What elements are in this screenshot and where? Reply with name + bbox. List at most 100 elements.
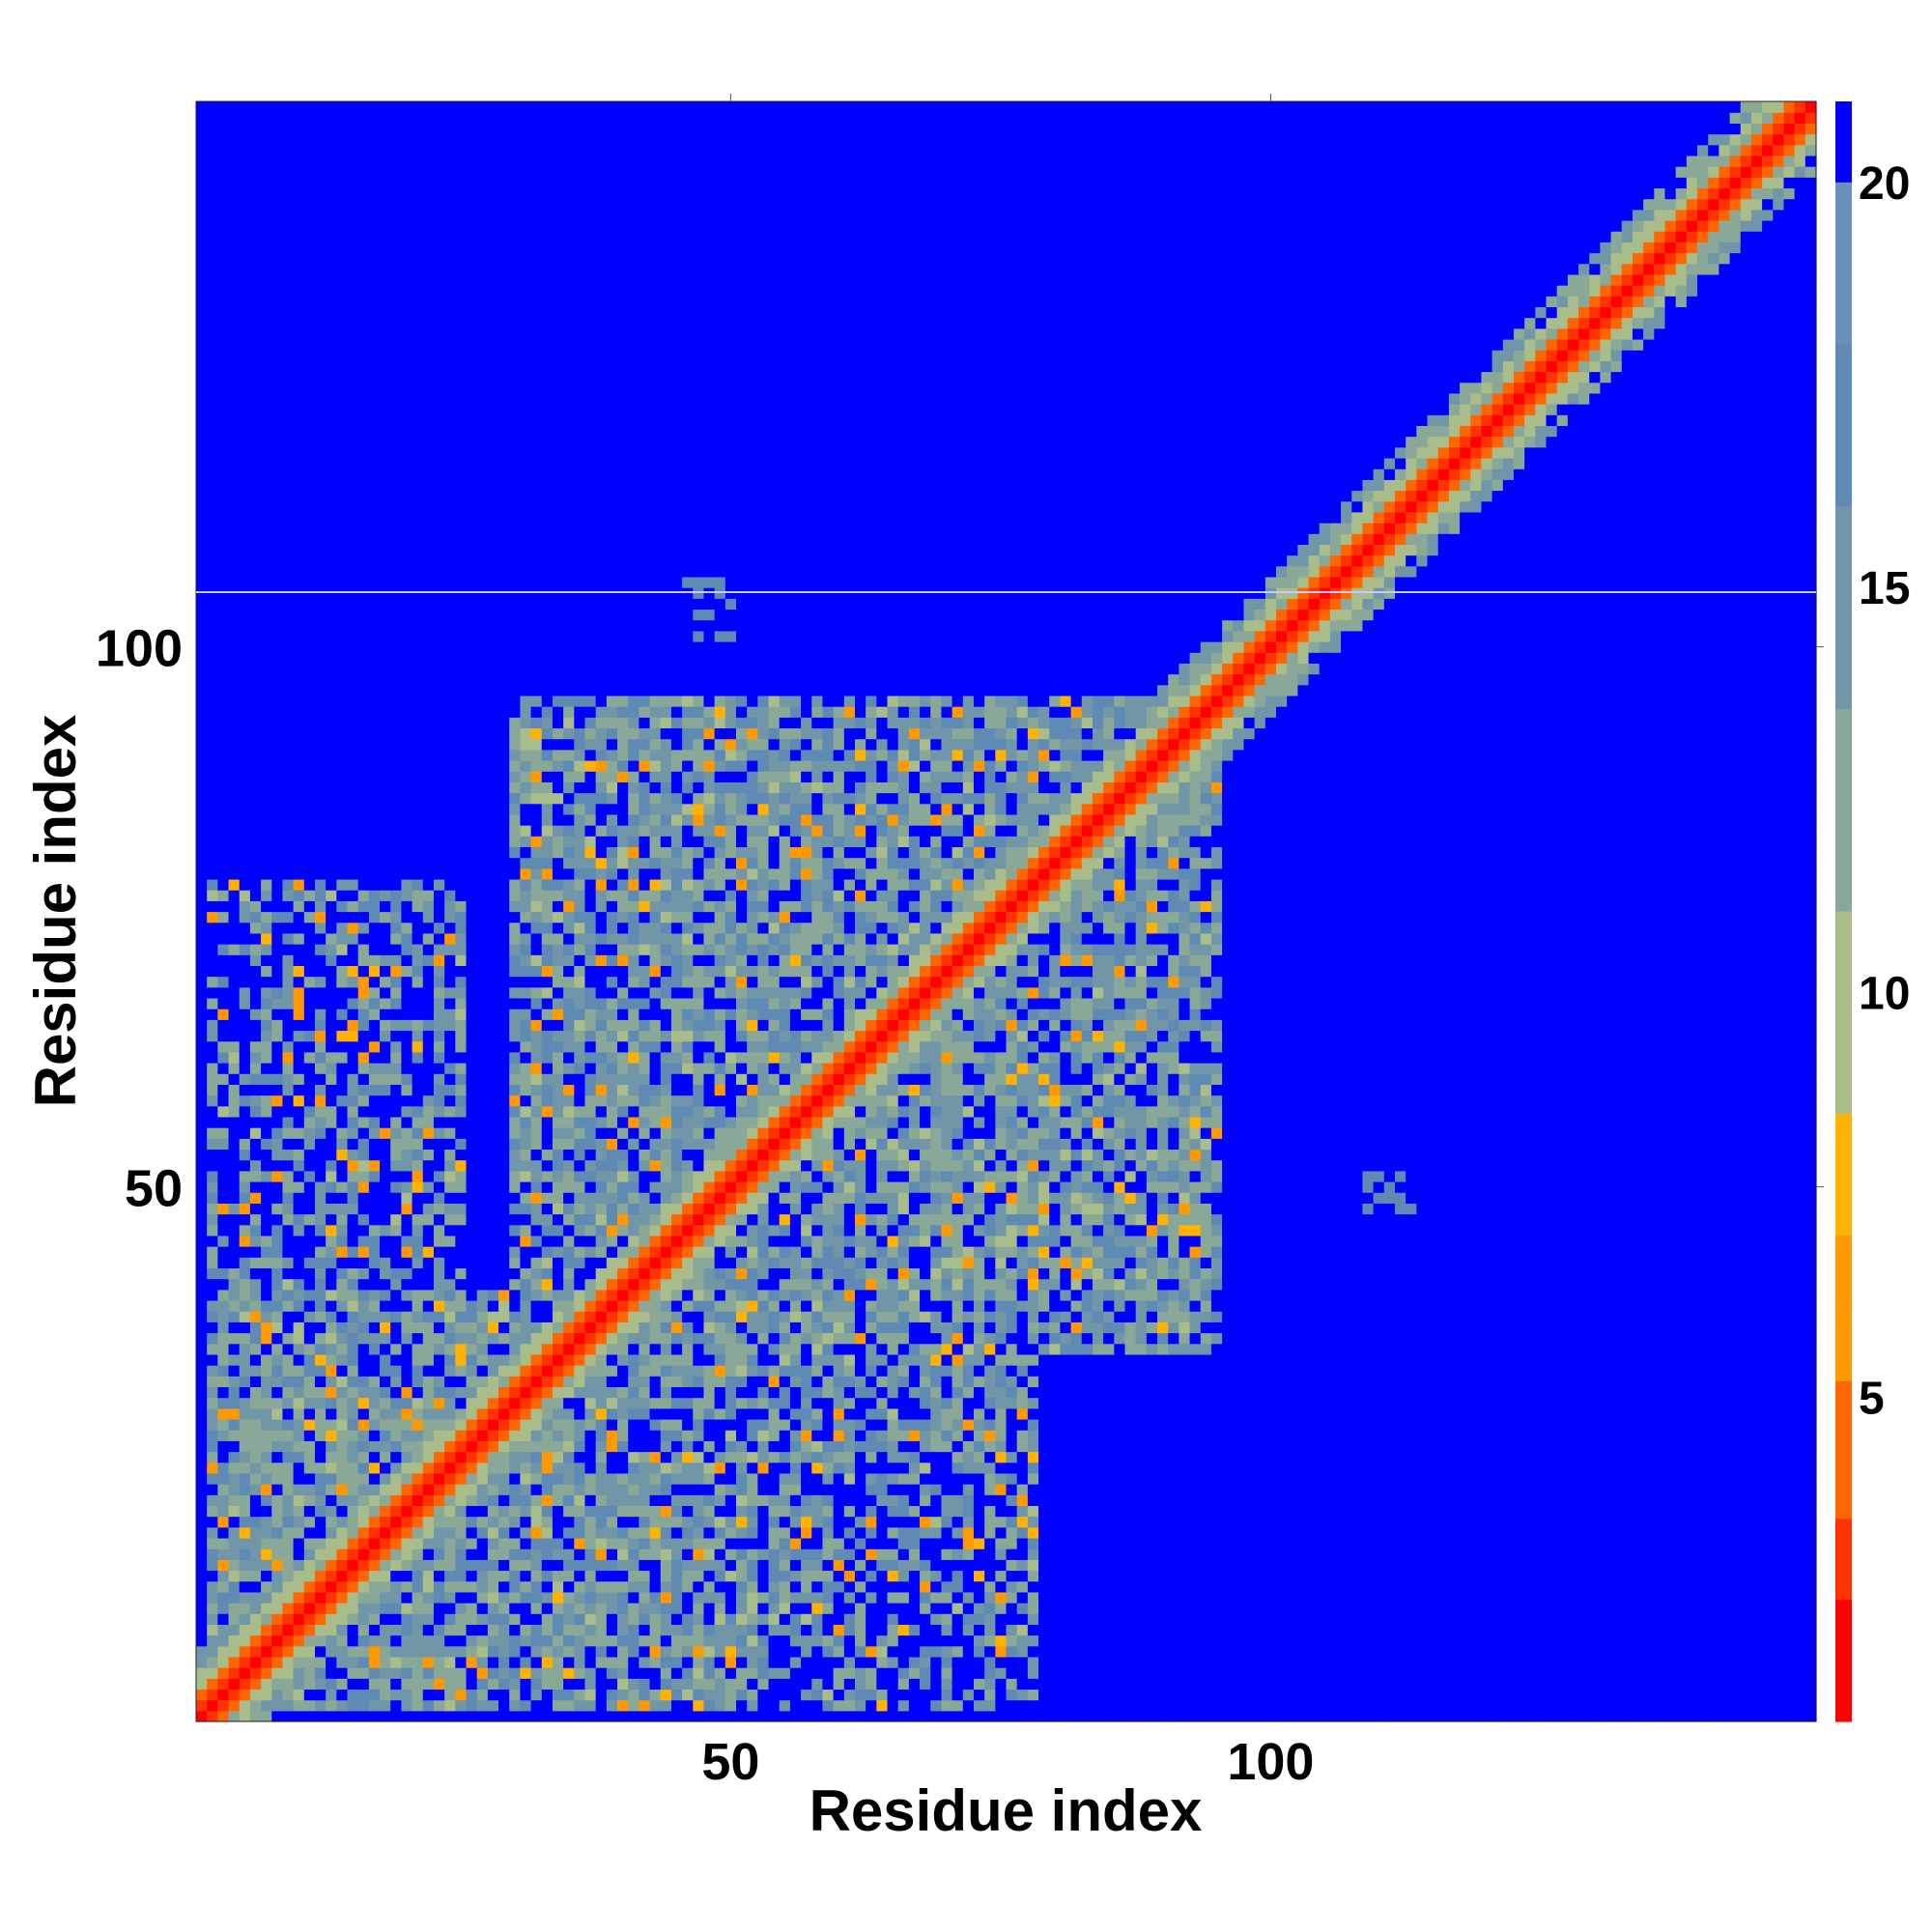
heatmap-cell xyxy=(1783,1418,1796,1431)
heatmap-cell xyxy=(897,1559,910,1572)
heatmap-cell xyxy=(1233,1591,1245,1604)
heatmap-cell xyxy=(887,1472,899,1485)
heatmap-cell xyxy=(1092,1376,1104,1388)
heatmap-cell xyxy=(995,1386,1008,1399)
heatmap-cell xyxy=(866,1407,877,1420)
heatmap-cell xyxy=(1264,1505,1277,1518)
heatmap-cell xyxy=(563,1472,575,1485)
heatmap-cell xyxy=(1750,1645,1763,1658)
heatmap-cell xyxy=(757,1462,770,1474)
heatmap-cell xyxy=(401,1710,413,1722)
heatmap-cell xyxy=(541,1494,554,1506)
heatmap-cell xyxy=(1060,1376,1072,1388)
heatmap-cell xyxy=(541,1451,554,1463)
heatmap-cell xyxy=(196,1484,208,1495)
heatmap-cell xyxy=(1513,1613,1525,1625)
heatmap-cell xyxy=(1773,1430,1785,1441)
heatmap-cell xyxy=(1210,1548,1223,1560)
heatmap-cell xyxy=(1146,1365,1158,1377)
heatmap-cell xyxy=(293,1603,305,1614)
heatmap-cell xyxy=(1427,1472,1439,1485)
heatmap-cell xyxy=(1513,1472,1525,1485)
heatmap-cell xyxy=(724,1407,737,1420)
heatmap-cell xyxy=(843,1407,856,1420)
heatmap-cell xyxy=(649,1537,662,1549)
heatmap-cell xyxy=(693,1537,705,1549)
heatmap-cell xyxy=(1416,1678,1429,1690)
heatmap-cell xyxy=(422,1505,435,1518)
heatmap-cell xyxy=(412,1678,424,1690)
heatmap-cell xyxy=(1210,1418,1223,1431)
heatmap-cell xyxy=(1416,1570,1429,1582)
heatmap-cell xyxy=(1114,1678,1126,1690)
heatmap-cell xyxy=(303,1494,316,1506)
heatmap-cell xyxy=(1804,1505,1817,1518)
heatmap-cell xyxy=(1804,1559,1817,1572)
heatmap-cell xyxy=(801,1710,812,1722)
heatmap-cell xyxy=(1632,1462,1644,1474)
heatmap-cell xyxy=(779,1451,791,1463)
heatmap-cell xyxy=(1070,1689,1083,1701)
heatmap-cell xyxy=(487,1526,499,1539)
heatmap-cell xyxy=(207,1494,218,1506)
heatmap-cell xyxy=(908,1407,921,1420)
heatmap-cell xyxy=(1513,1526,1525,1539)
heatmap-cell xyxy=(1567,1559,1579,1572)
heatmap-cell xyxy=(1103,1710,1115,1722)
heatmap-cell xyxy=(412,1418,424,1431)
heatmap-cell xyxy=(1070,1699,1083,1712)
heatmap-cell xyxy=(282,1634,295,1647)
heatmap-cell xyxy=(563,1580,575,1593)
heatmap-cell xyxy=(584,1418,597,1431)
heatmap-cell xyxy=(487,1505,499,1518)
heatmap-cell xyxy=(1308,1484,1321,1495)
heatmap-cell xyxy=(1589,1678,1601,1690)
heatmap-cell xyxy=(563,1516,575,1528)
heatmap-cell xyxy=(1049,1451,1061,1463)
heatmap-cell xyxy=(1081,1580,1094,1593)
heatmap-cell xyxy=(822,1376,835,1388)
heatmap-cell xyxy=(249,1656,262,1668)
heatmap-cell xyxy=(444,1624,456,1636)
heatmap-cell xyxy=(390,1484,403,1495)
heatmap-cell xyxy=(1437,1516,1450,1528)
heatmap-cell xyxy=(1589,1407,1601,1420)
heatmap-cell xyxy=(811,1603,824,1614)
heatmap-cell xyxy=(380,1548,391,1560)
heatmap-cell xyxy=(1319,1365,1331,1377)
heatmap-cell xyxy=(1804,1656,1817,1668)
heatmap-cell xyxy=(995,1613,1008,1625)
heatmap-cell xyxy=(606,1418,618,1431)
heatmap-cell xyxy=(1448,1505,1461,1518)
heatmap-plot-area xyxy=(196,101,1817,1722)
heatmap-cell xyxy=(649,1634,662,1647)
heatmap-cell xyxy=(422,1645,435,1658)
heatmap-cell xyxy=(1427,1407,1439,1420)
heatmap-cell xyxy=(1319,1710,1331,1722)
heatmap-cell xyxy=(1200,1613,1212,1625)
heatmap-cell xyxy=(303,1656,316,1668)
heatmap-cell xyxy=(1460,1710,1471,1722)
heatmap-cell xyxy=(390,1613,403,1625)
heatmap-cell xyxy=(444,1548,456,1560)
heatmap-cell xyxy=(476,1526,489,1539)
heatmap-cell xyxy=(1070,1624,1083,1636)
heatmap-cell xyxy=(995,1624,1008,1636)
heatmap-cell xyxy=(1222,1440,1234,1453)
heatmap-cell xyxy=(1773,1472,1785,1485)
heatmap-cell xyxy=(1513,1418,1525,1431)
heatmap-cell xyxy=(1114,1462,1126,1474)
heatmap-cell xyxy=(1664,1710,1677,1722)
heatmap-cell xyxy=(466,1494,478,1506)
heatmap-cell xyxy=(1157,1570,1169,1582)
heatmap-cell xyxy=(1016,1505,1029,1518)
heatmap-cell xyxy=(768,1624,781,1636)
heatmap-cell xyxy=(347,1494,359,1506)
heatmap-cell xyxy=(703,1548,716,1560)
heatmap-cell xyxy=(196,1548,208,1560)
heatmap-cell xyxy=(952,1516,964,1528)
heatmap-cell xyxy=(1222,1397,1234,1409)
heatmap-cell xyxy=(1038,1591,1050,1604)
heatmap-cell xyxy=(1470,1451,1483,1463)
heatmap-cell xyxy=(1750,1418,1763,1431)
